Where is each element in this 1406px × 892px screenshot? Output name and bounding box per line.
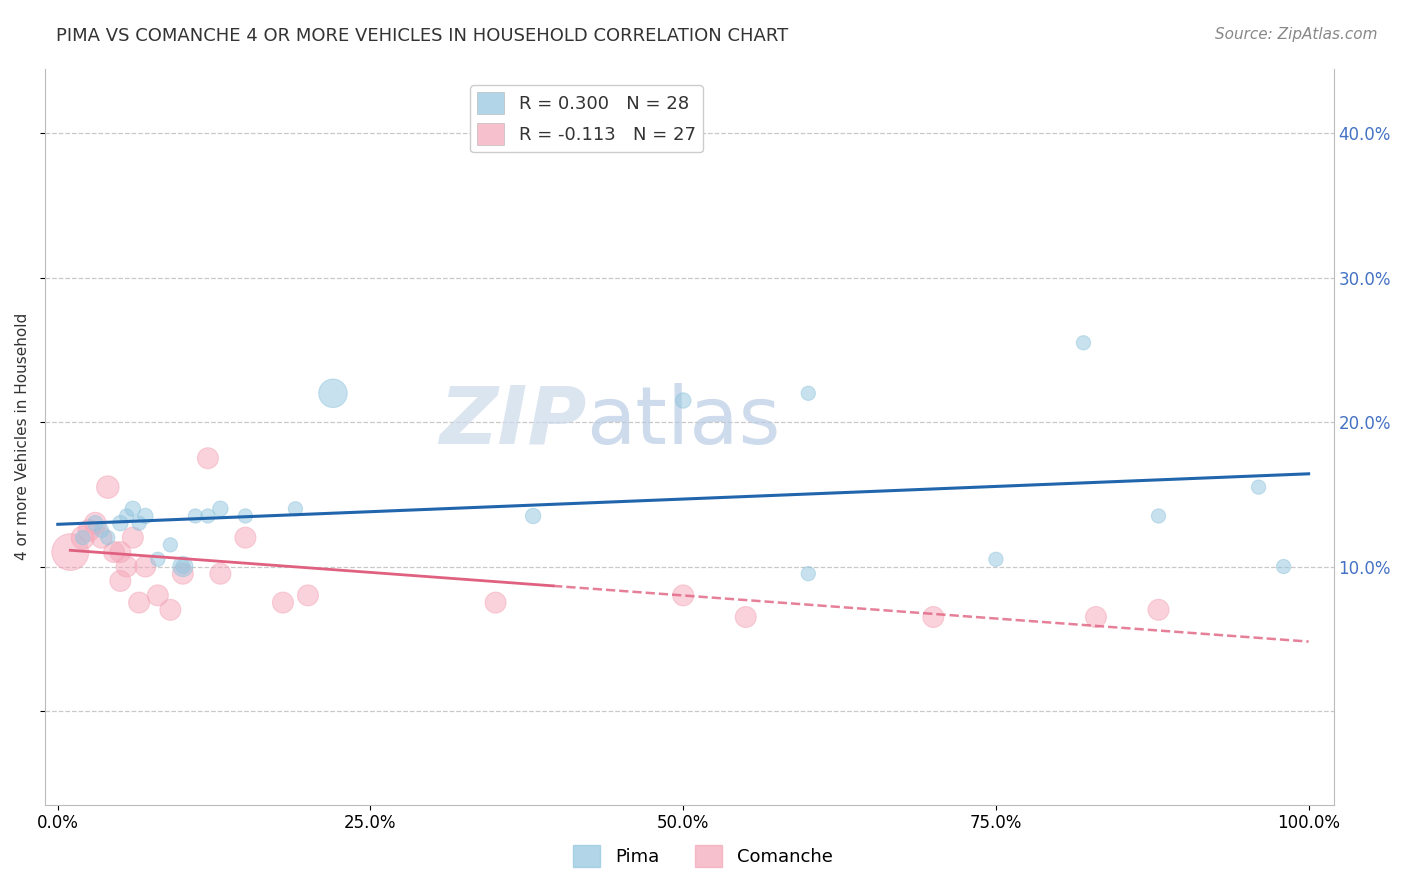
- Point: [1085, 610, 1108, 624]
- Point: [110, 516, 132, 531]
- Point: [734, 610, 756, 624]
- Legend: R = 0.300   N = 28, R = -0.113   N = 27: R = 0.300 N = 28, R = -0.113 N = 27: [470, 85, 703, 153]
- Point: [110, 545, 132, 559]
- Point: [84, 516, 107, 531]
- Point: [197, 508, 219, 523]
- Point: [1247, 480, 1270, 494]
- Point: [134, 559, 156, 574]
- Y-axis label: 4 or more Vehicles in Household: 4 or more Vehicles in Household: [15, 313, 30, 560]
- Point: [115, 559, 138, 574]
- Text: atlas: atlas: [586, 383, 780, 461]
- Point: [84, 516, 107, 531]
- Point: [984, 552, 1007, 566]
- Point: [322, 386, 344, 401]
- Point: [522, 508, 544, 523]
- Point: [271, 596, 294, 610]
- Point: [235, 508, 257, 523]
- Point: [797, 566, 820, 581]
- Point: [159, 538, 181, 552]
- Point: [90, 531, 112, 545]
- Point: [797, 386, 820, 401]
- Point: [172, 566, 194, 581]
- Point: [672, 588, 695, 602]
- Point: [235, 531, 257, 545]
- Point: [184, 508, 207, 523]
- Point: [77, 524, 100, 538]
- Point: [284, 501, 307, 516]
- Point: [90, 524, 112, 538]
- Point: [59, 545, 82, 559]
- Point: [146, 588, 169, 602]
- Point: [197, 451, 219, 466]
- Point: [172, 559, 194, 574]
- Point: [159, 603, 181, 617]
- Point: [72, 531, 94, 545]
- Point: [672, 393, 695, 408]
- Point: [1272, 559, 1295, 574]
- Point: [297, 588, 319, 602]
- Legend: Pima, Comanche: Pima, Comanche: [567, 838, 839, 874]
- Point: [209, 501, 232, 516]
- Point: [128, 596, 150, 610]
- Point: [103, 545, 125, 559]
- Point: [134, 508, 156, 523]
- Point: [72, 531, 94, 545]
- Point: [1147, 603, 1170, 617]
- Point: [97, 480, 120, 494]
- Point: [97, 531, 120, 545]
- Point: [128, 516, 150, 531]
- Point: [484, 596, 506, 610]
- Point: [172, 559, 194, 574]
- Text: PIMA VS COMANCHE 4 OR MORE VEHICLES IN HOUSEHOLD CORRELATION CHART: PIMA VS COMANCHE 4 OR MORE VEHICLES IN H…: [56, 27, 789, 45]
- Text: ZIP: ZIP: [439, 383, 586, 461]
- Point: [110, 574, 132, 588]
- Point: [1073, 335, 1095, 350]
- Point: [121, 531, 143, 545]
- Point: [1147, 508, 1170, 523]
- Point: [209, 566, 232, 581]
- Point: [121, 501, 143, 516]
- Text: Source: ZipAtlas.com: Source: ZipAtlas.com: [1215, 27, 1378, 42]
- Point: [115, 508, 138, 523]
- Point: [922, 610, 945, 624]
- Point: [146, 552, 169, 566]
